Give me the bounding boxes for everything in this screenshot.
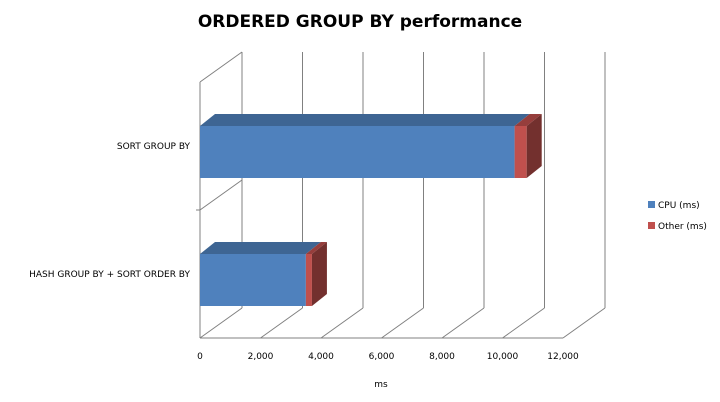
floor-gridline — [199, 307, 243, 339]
bar-other-ms- — [305, 254, 312, 306]
legend-label: Other (ms) — [658, 222, 707, 232]
x-tick-label: 2,000 — [248, 352, 274, 362]
wall-divider — [199, 179, 243, 211]
gridlines — [196, 51, 606, 339]
legend: CPU (ms) Other (ms) — [648, 201, 707, 232]
floor-gridline — [381, 307, 424, 339]
bars — [200, 114, 542, 306]
floor-gridline — [260, 307, 303, 339]
x-axis-title: ms — [374, 380, 388, 390]
wall-top-edge — [199, 51, 243, 83]
bar-top-face — [305, 242, 327, 254]
floor-gridline — [502, 307, 545, 339]
bar-top-face — [514, 114, 542, 126]
bar-side-face — [526, 114, 542, 178]
bar-cpu-ms- — [200, 254, 306, 306]
floor-gridline — [320, 307, 364, 339]
category-label: SORT GROUP BY — [117, 142, 191, 152]
x-tick-label: 0 — [197, 352, 203, 362]
bar-top-face — [200, 242, 321, 254]
x-tick-label: 8,000 — [429, 352, 455, 362]
chart-title: ORDERED GROUP BY performance — [198, 12, 522, 32]
x-tick-label: 4,000 — [308, 352, 334, 362]
floor-gridline — [441, 307, 485, 339]
labels: HASH GROUP BY + SORT ORDER BY SORT GROUP … — [29, 142, 579, 362]
category-label: HASH GROUP BY + SORT ORDER BY — [29, 270, 190, 280]
floor-gridline — [562, 307, 606, 339]
bar-side-face — [311, 242, 327, 306]
legend-swatch — [648, 201, 655, 208]
bar-other-ms- — [514, 126, 527, 178]
x-tick-label: 12,000 — [547, 352, 579, 362]
bar-cpu-ms- — [200, 126, 515, 178]
legend-swatch — [648, 222, 655, 229]
legend-label: CPU (ms) — [658, 201, 700, 211]
bar-top-face — [200, 114, 530, 126]
x-tick-label: 6,000 — [369, 352, 395, 362]
x-tick-label: 10,000 — [487, 352, 519, 362]
